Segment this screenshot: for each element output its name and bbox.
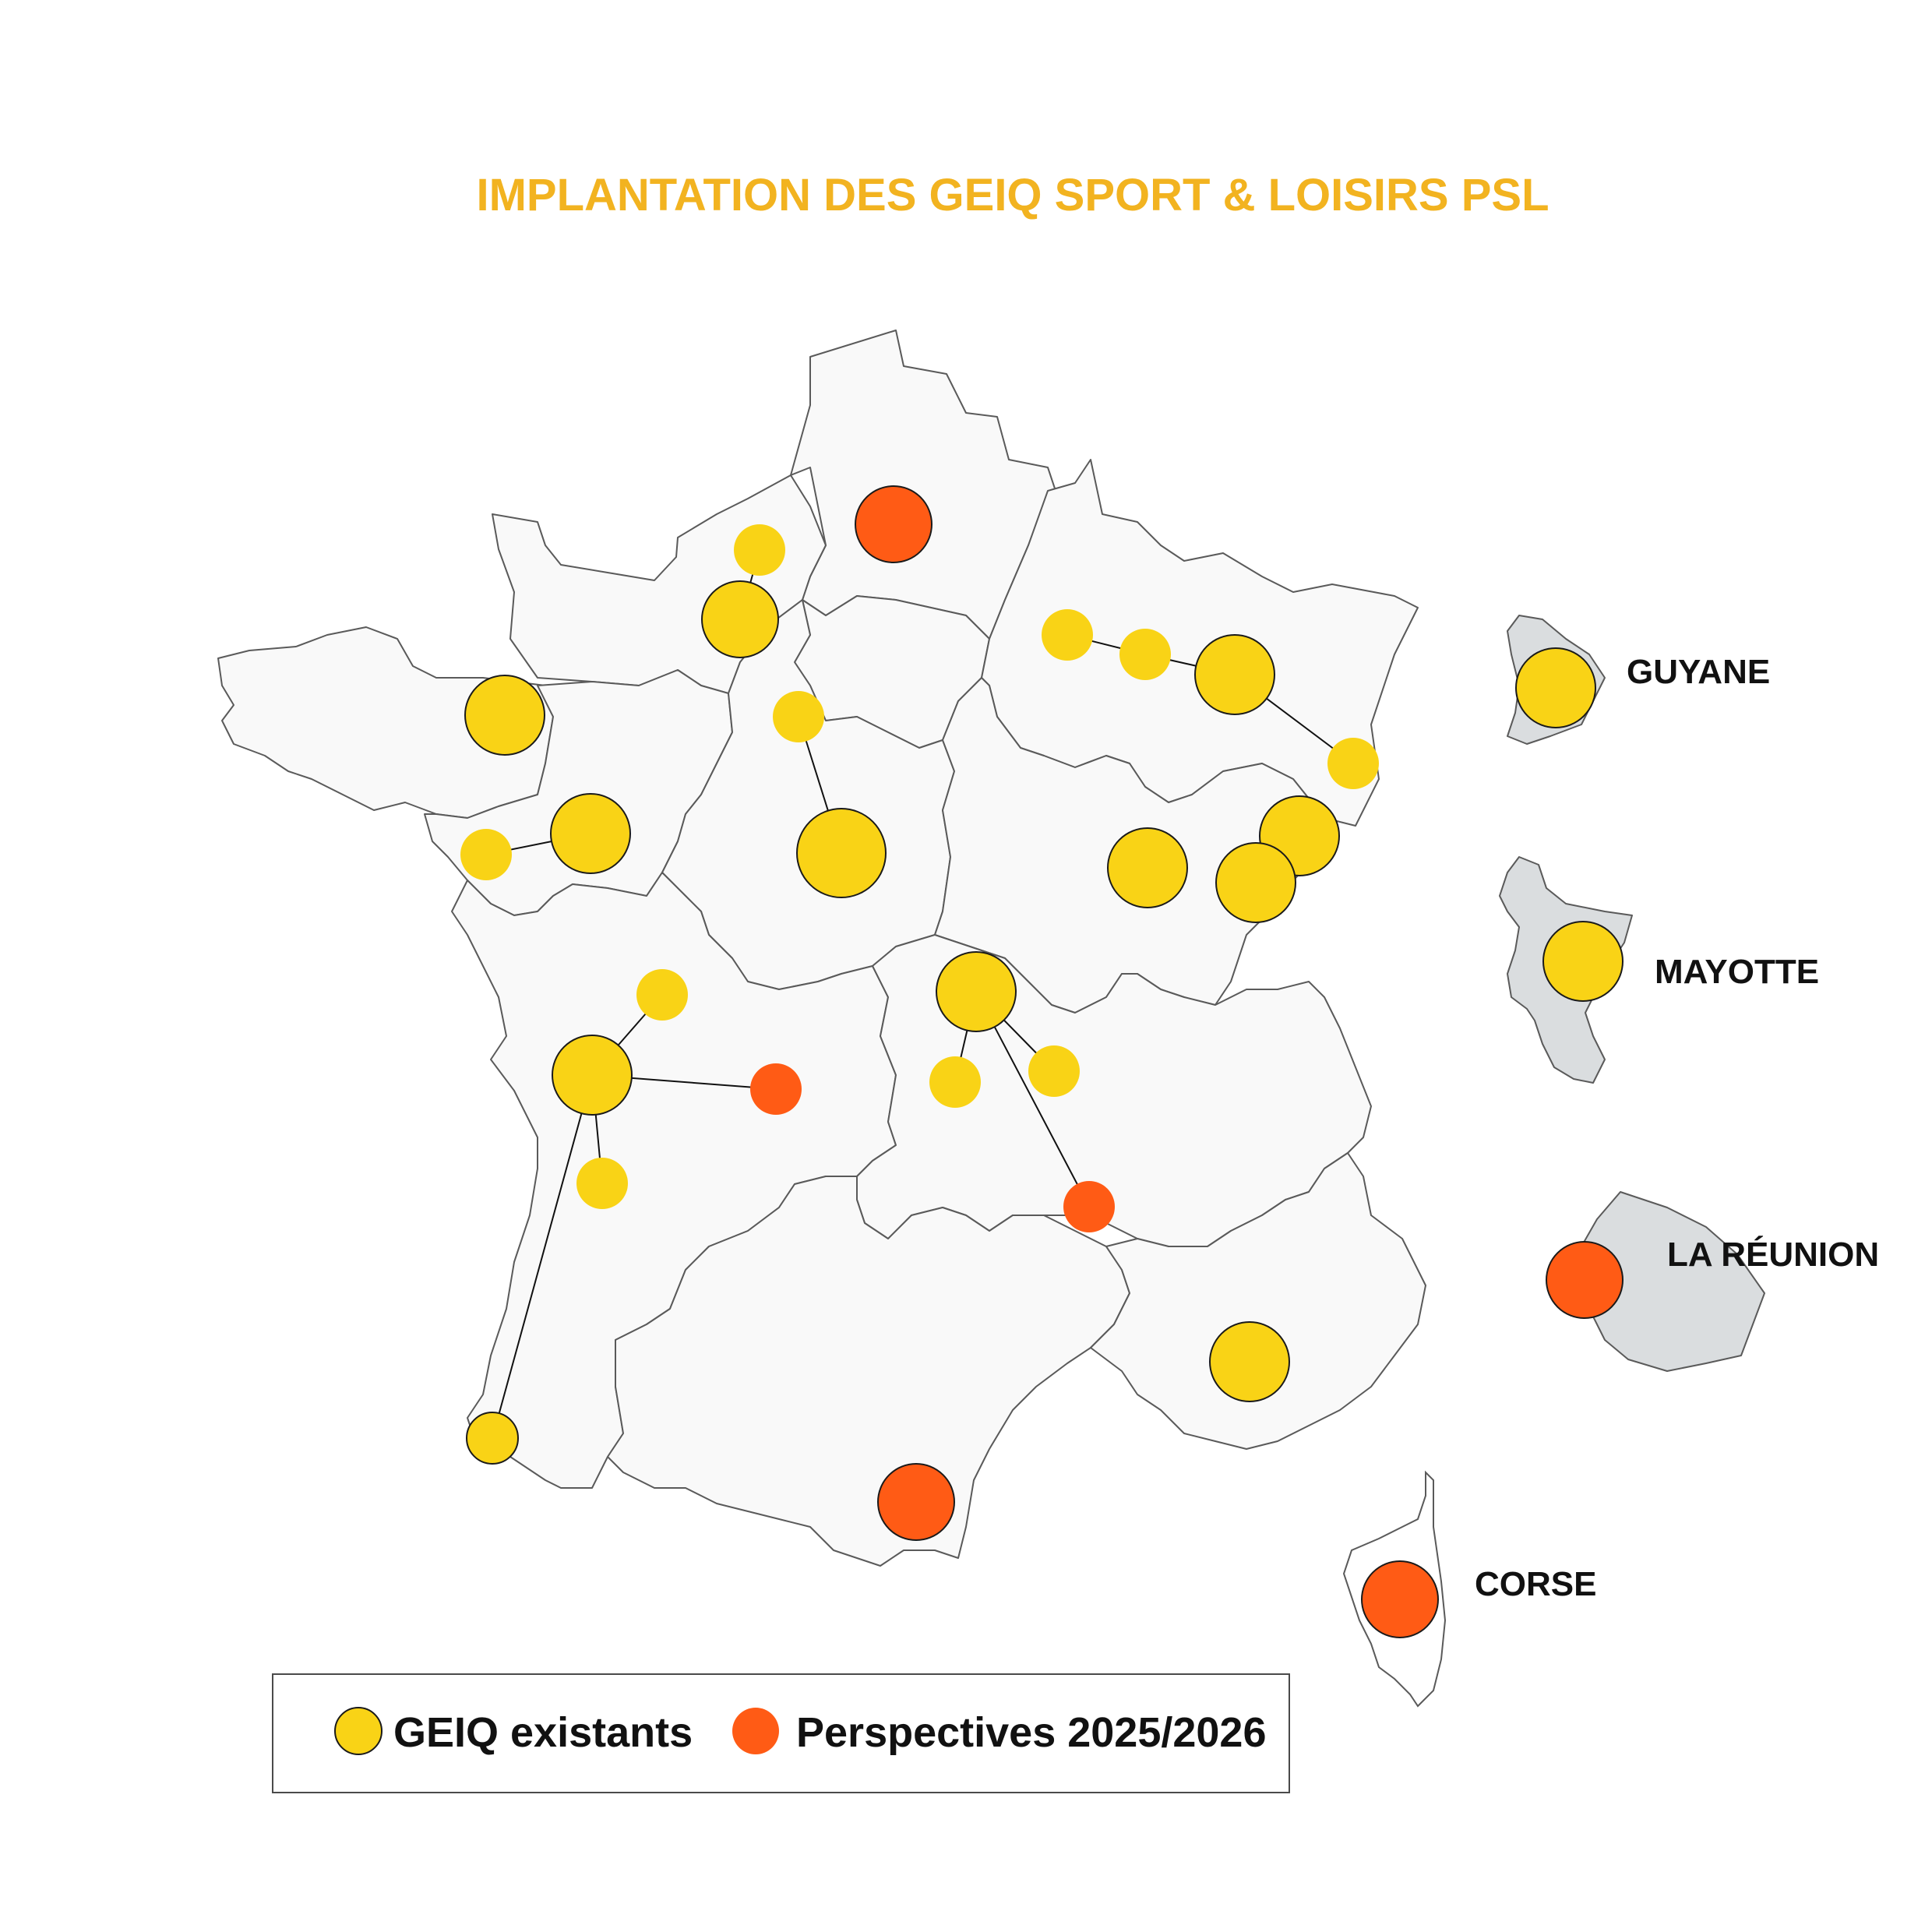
geiq-perspective-marker[interactable] bbox=[855, 485, 933, 563]
label-mayotte: MAYOTTE bbox=[1655, 953, 1819, 991]
geiq-perspective-marker[interactable] bbox=[1063, 1181, 1115, 1232]
region-occitanie bbox=[607, 1176, 1130, 1567]
link bbox=[492, 1074, 593, 1439]
geiq-existing-marker[interactable] bbox=[460, 829, 512, 880]
geiq-existing-marker[interactable] bbox=[1542, 921, 1624, 1002]
region-paca bbox=[1090, 1152, 1426, 1450]
geiq-existing-marker[interactable] bbox=[936, 951, 1017, 1032]
geiq-existing-marker[interactable] bbox=[464, 675, 545, 756]
geiq-existing-marker[interactable] bbox=[1028, 1045, 1080, 1097]
geiq-existing-marker[interactable] bbox=[466, 1412, 519, 1465]
geiq-existing-marker[interactable] bbox=[1119, 629, 1171, 680]
perspective-markers bbox=[750, 485, 1624, 1638]
geiq-existing-marker[interactable] bbox=[734, 524, 785, 576]
geiq-existing-marker[interactable] bbox=[701, 580, 779, 658]
legend-perspective-label: Perspectives 2025/2026 bbox=[796, 1709, 1267, 1756]
geiq-existing-marker[interactable] bbox=[929, 1056, 981, 1108]
geiq-existing-marker[interactable] bbox=[1215, 842, 1296, 923]
geiq-existing-marker[interactable] bbox=[1515, 647, 1596, 728]
geiq-existing-marker[interactable] bbox=[1327, 738, 1379, 789]
geiq-perspective-marker[interactable] bbox=[877, 1463, 955, 1541]
geiq-existing-marker[interactable] bbox=[1194, 634, 1275, 715]
label-guyane: GUYANE bbox=[1627, 653, 1770, 691]
legend-box bbox=[272, 1673, 1290, 1793]
legend-perspective-swatch bbox=[732, 1708, 779, 1754]
legend-existing-swatch bbox=[334, 1707, 383, 1755]
geiq-existing-marker[interactable] bbox=[1042, 609, 1093, 661]
geiq-existing-marker[interactable] bbox=[1107, 827, 1188, 908]
geiq-perspective-marker[interactable] bbox=[1361, 1560, 1439, 1638]
map-title: IMPLANTATION DES GEIQ SPORT & LOISIRS PS… bbox=[476, 170, 1549, 220]
geiq-existing-marker[interactable] bbox=[773, 691, 824, 742]
geiq-existing-marker[interactable] bbox=[1209, 1321, 1290, 1402]
existing-geiq-markers bbox=[460, 524, 1624, 1465]
geiq-existing-marker[interactable] bbox=[552, 1035, 633, 1116]
geiq-existing-marker[interactable] bbox=[576, 1158, 628, 1209]
geiq-existing-marker[interactable] bbox=[550, 793, 631, 874]
geiq-perspective-marker[interactable] bbox=[750, 1063, 802, 1115]
legend-existing-label: GEIQ existants bbox=[393, 1709, 693, 1756]
geiq-existing-marker[interactable] bbox=[796, 808, 887, 898]
label-corse: CORSE bbox=[1475, 1565, 1596, 1603]
legend: GEIQ existants Perspectives 2025/2026 bbox=[272, 1673, 1290, 1793]
label-reunion: LA RÉUNION bbox=[1667, 1235, 1879, 1274]
geiq-perspective-marker[interactable] bbox=[1546, 1241, 1624, 1319]
geiq-existing-marker[interactable] bbox=[636, 969, 688, 1021]
